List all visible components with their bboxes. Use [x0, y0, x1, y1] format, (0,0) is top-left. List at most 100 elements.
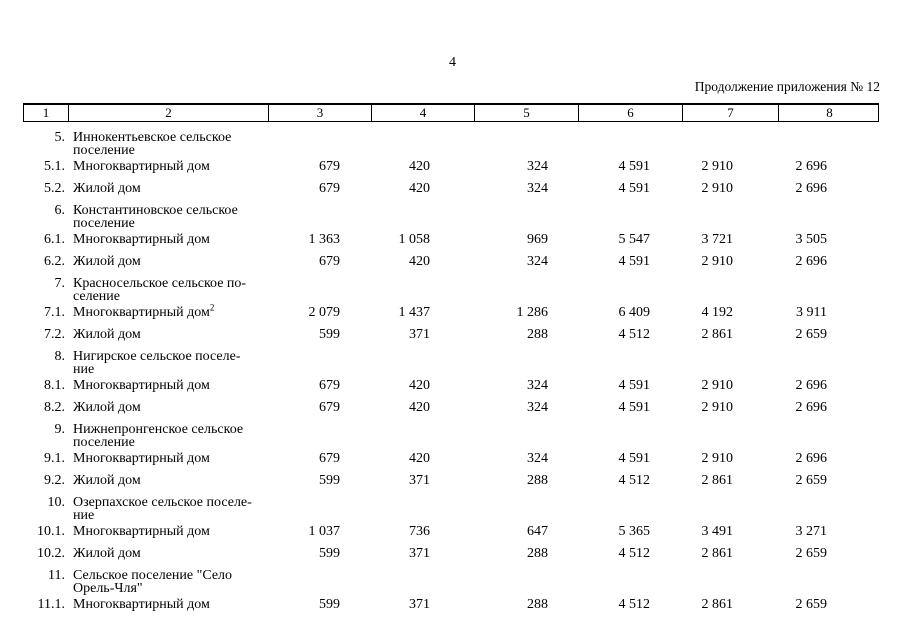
cell-col-3 [267, 204, 370, 230]
cell-col-8: 2 696 [795, 181, 828, 196]
cell-col-6 [577, 423, 681, 449]
table-row: 8.1. Многоквартирный дом 679 420 324 4 5… [23, 378, 879, 393]
cell-col-5: 324 [527, 400, 548, 415]
row-label: Многоквартирный дом [67, 452, 267, 466]
table-row: 5. Иннокентьевское сельское поселение [23, 130, 879, 158]
cell-col-4: 1 437 [398, 305, 431, 320]
cell-col-5: 288 [527, 473, 548, 488]
cell-col-8: 2 696 [795, 400, 828, 415]
cell-col-3 [267, 423, 370, 449]
cell-col-4: 1 058 [398, 232, 431, 247]
row-number: 6.2. [44, 254, 65, 269]
row-label-text: Жилой дом [73, 546, 141, 561]
cell-col-4: 420 [409, 254, 430, 269]
cell-col-3: 599 [319, 327, 340, 342]
cell-col-6: 5 365 [618, 524, 651, 539]
row-number: 8. [54, 349, 66, 364]
row-label: Жилой дом [67, 327, 267, 342]
cell-col-6 [577, 277, 681, 303]
cell-col-7 [681, 496, 777, 522]
cell-col-6 [577, 496, 681, 522]
cell-col-4: 420 [409, 451, 430, 466]
row-label: Иннокентьевское сельское поселение [67, 131, 267, 158]
column-header-8: 8 [778, 105, 880, 121]
cell-col-5: 324 [527, 254, 548, 269]
cell-col-3: 599 [319, 546, 340, 561]
row-label: Жилой дом [67, 401, 267, 415]
row-label: Красносельское сельское по- селение [67, 276, 267, 304]
cell-col-5 [473, 204, 577, 230]
cell-col-7: 2 861 [701, 473, 734, 488]
cell-col-5: 1 286 [516, 305, 549, 320]
row-number: 11. [48, 568, 65, 583]
row-number: 8.2. [44, 400, 65, 415]
cell-col-3: 2 079 [308, 305, 341, 320]
row-number: 5.1. [44, 159, 65, 174]
cell-col-4 [370, 204, 473, 230]
cell-col-4 [370, 569, 473, 595]
row-label: Многоквартирный дом [67, 598, 267, 612]
table-row: 11.1. Многоквартирный дом 599 371 288 4 … [23, 597, 879, 612]
table-header-row: 1 2 3 4 5 6 7 8 [23, 103, 879, 122]
table-row: 7. Красносельское сельское по- селение [23, 276, 879, 304]
row-label-text: Сельское поселение "Село Орель-Чля" [73, 568, 233, 596]
cell-col-5: 324 [527, 181, 548, 196]
page-number: 4 [449, 55, 456, 70]
table-row: 9.1. Многоквартирный дом 679 420 324 4 5… [23, 451, 879, 466]
column-header-7: 7 [682, 105, 778, 121]
row-label-text: Нигирское сельское поселе- ние [73, 349, 241, 377]
row-number: 5. [54, 130, 66, 145]
footnote-reference: 2 [209, 302, 215, 313]
cell-col-7: 2 910 [701, 254, 734, 269]
cell-col-4 [370, 277, 473, 303]
row-label: Нижнепронгенское сельское поселение [67, 423, 267, 450]
cell-col-5 [473, 423, 577, 449]
cell-col-6: 4 591 [618, 400, 651, 415]
cell-col-8: 2 659 [795, 327, 828, 342]
row-label-text: Жилой дом [73, 181, 141, 196]
cell-col-4 [370, 423, 473, 449]
row-number: 5.2. [44, 181, 65, 196]
cell-col-8 [777, 423, 879, 449]
cell-col-8: 2 696 [795, 451, 828, 466]
cell-col-3 [267, 131, 370, 157]
table-body: 5. Иннокентьевское сельское поселение 5.… [23, 130, 905, 612]
row-label-text: Жилой дом [73, 254, 141, 269]
row-label: Жилой дом [67, 546, 267, 561]
cell-col-6: 6 409 [618, 305, 651, 320]
row-label: Многоквартирный дом [67, 233, 267, 247]
column-header-3: 3 [268, 105, 371, 121]
column-header-2: 2 [68, 105, 268, 121]
cell-col-5: 324 [527, 378, 548, 393]
cell-col-4: 420 [409, 159, 430, 174]
row-number: 9.2. [44, 473, 65, 488]
row-label: Константиновское сельское поселение [67, 203, 267, 231]
row-label-text: Красносельское сельское по- селение [73, 276, 247, 304]
cell-col-7: 2 910 [701, 451, 734, 466]
cell-col-8 [777, 131, 879, 157]
cell-col-8 [777, 496, 879, 522]
table-row: 9. Нижнепронгенское сельское поселение [23, 423, 879, 450]
cell-col-3: 599 [319, 473, 340, 488]
row-number: 7.2. [44, 327, 65, 342]
row-label-text: Многоквартирный дом [73, 524, 210, 539]
row-number: 10. [47, 495, 66, 510]
cell-col-5 [473, 350, 577, 376]
table-row: 7.2. Жилой дом 599 371 288 4 512 2 861 2… [23, 327, 879, 342]
cell-col-3: 679 [319, 378, 340, 393]
row-label: Многоквартирный дом2 [67, 303, 267, 320]
cell-col-4: 371 [409, 597, 430, 612]
cell-col-7: 4 192 [701, 305, 734, 320]
column-header-1: 1 [42, 105, 50, 120]
cell-col-8: 3 505 [795, 232, 828, 247]
cell-col-5: 288 [527, 546, 548, 561]
row-label: Озерпахское сельское поселе- ние [67, 496, 267, 523]
row-label: Многоквартирный дом [67, 379, 267, 393]
row-label-text: Жилой дом [73, 327, 141, 342]
cell-col-5: 288 [527, 597, 548, 612]
cell-col-8 [777, 204, 879, 230]
row-label-text: Константиновское сельское поселение [73, 203, 238, 231]
cell-col-4 [370, 496, 473, 522]
table-row: 8. Нигирское сельское поселе- ние [23, 349, 879, 377]
